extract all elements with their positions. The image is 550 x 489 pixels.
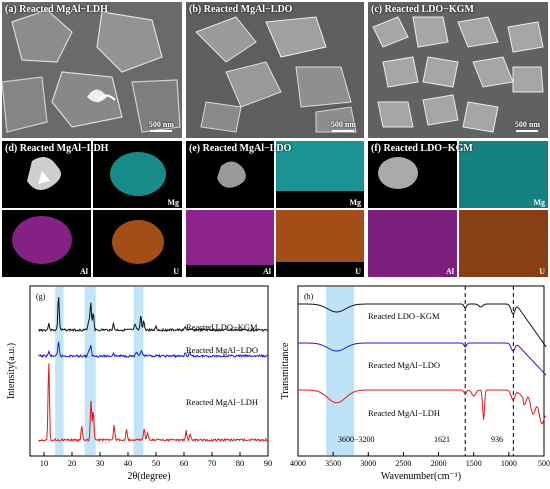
highlight-band bbox=[55, 287, 64, 455]
panel-label: (d) Reacted MgAl−LDH bbox=[5, 143, 109, 154]
sem-image-a: (a) Reacted MgAl−LDH 500 nm bbox=[2, 2, 182, 138]
x-tick-label: 90 bbox=[264, 458, 273, 468]
eds-map-al: Al bbox=[186, 210, 274, 277]
panel-label: (b) Reacted MgAl−LDO bbox=[189, 4, 293, 15]
eds-sem-image bbox=[2, 141, 91, 208]
x-axis-label: Wavenumber(cm⁻¹) bbox=[381, 471, 461, 482]
eds-map-mg: Mg bbox=[459, 141, 548, 208]
legend-ldo-kgm: Reacted LDO−KGM bbox=[186, 322, 258, 332]
y-axis-label: Intensity(a.u.) bbox=[6, 343, 17, 399]
eds-map-al: Al bbox=[368, 210, 457, 277]
eds-panel-d: Mg Al U (d) Reacted MgAl−LDH bbox=[2, 141, 182, 277]
eds-map-u: U bbox=[459, 210, 548, 277]
x-tick-label: 3500 bbox=[325, 459, 341, 468]
element-label: Mg bbox=[349, 198, 361, 207]
x-axis-ticks: 10 20 30 40 50 60 70 80 90 bbox=[40, 452, 273, 468]
eds-map-mg: Mg bbox=[276, 141, 364, 208]
x-tick-label: 2500 bbox=[395, 459, 411, 468]
x-tick-label: 20 bbox=[68, 458, 77, 468]
x-tick-label: 50 bbox=[152, 458, 161, 468]
sem-texture-a bbox=[2, 2, 182, 138]
scale-bar: 500 nm bbox=[331, 120, 356, 132]
legend-ldo-kgm: Reacted LDO−KGM bbox=[368, 311, 440, 321]
legend-mgal-ldh: Reacted MgAl−LDH bbox=[186, 397, 258, 407]
element-label: Mg bbox=[167, 198, 179, 207]
ftir-series bbox=[298, 303, 547, 425]
annotation-band: 3600−3200 bbox=[338, 435, 375, 444]
eds-sem-image bbox=[186, 141, 274, 208]
ftir-chart: 4000 3500 3000 2500 2000 1500 1000 500 (h) Reac… bbox=[280, 285, 550, 482]
x-tick-label: 4000 bbox=[290, 459, 306, 468]
scale-text: 500 nm bbox=[330, 120, 356, 129]
annotation-1621: 1621 bbox=[434, 435, 450, 444]
x-tick-label: 1000 bbox=[501, 459, 517, 468]
scale-bar: 500 nm bbox=[149, 120, 174, 132]
scale-bar: 500 nm bbox=[515, 120, 540, 132]
panel-label: (c) Reacted LDO−KGM bbox=[371, 4, 474, 15]
ftir-line-1 bbox=[298, 342, 547, 376]
element-label: U bbox=[355, 267, 361, 276]
highlight-band-rect bbox=[326, 287, 355, 455]
sem-image-c: (c) Reacted LDO−KGM 500 nm bbox=[368, 2, 548, 138]
x-tick-label: 500 bbox=[538, 459, 550, 468]
x-tick-label: 80 bbox=[236, 458, 245, 468]
x-tick-label: 40 bbox=[124, 458, 133, 468]
highlight-band bbox=[133, 287, 144, 455]
scale-text: 500 nm bbox=[514, 120, 540, 129]
x-tick-label: 2000 bbox=[431, 459, 447, 468]
eds-map-mg: Mg bbox=[93, 141, 182, 208]
sem-texture-c bbox=[368, 2, 548, 138]
element-label: Al bbox=[263, 267, 271, 276]
x-tick-label: 3000 bbox=[360, 459, 376, 468]
xrd-line-0 bbox=[38, 297, 269, 333]
element-label: U bbox=[539, 267, 545, 276]
panel-label: (e) Reacted MgAl−LDO bbox=[189, 143, 292, 154]
xrd-line-2 bbox=[38, 363, 269, 443]
element-label: Mg bbox=[533, 198, 545, 207]
eds-panel-e: Mg Al U (e) Reacted MgAl−LDO bbox=[186, 141, 364, 277]
highlight-band bbox=[84, 287, 96, 455]
x-axis-ticks: 4000 3500 3000 2500 2000 1500 1000 500 bbox=[290, 452, 550, 468]
y-axis-label: Transmittance bbox=[280, 342, 291, 399]
scale-text: 500 nm bbox=[148, 120, 174, 129]
eds-map-al: Al bbox=[2, 210, 91, 277]
ftir-line-0 bbox=[298, 303, 547, 348]
ftir-line-2 bbox=[298, 389, 547, 425]
eds-map-u: U bbox=[276, 210, 364, 277]
legend-mgal-ldo: Reacted MgAl−LDO bbox=[368, 360, 440, 370]
x-tick-label: 1500 bbox=[466, 459, 482, 468]
panel-label: (g) bbox=[36, 292, 46, 301]
x-tick-label: 30 bbox=[96, 458, 105, 468]
x-tick-label: 10 bbox=[40, 458, 49, 468]
x-axis-label: 2θ(degree) bbox=[127, 471, 170, 482]
sem-texture-b bbox=[186, 2, 364, 138]
annotation-936: 936 bbox=[491, 435, 503, 444]
highlight-bands bbox=[55, 287, 144, 455]
x-tick-label: 60 bbox=[180, 458, 189, 468]
panel-label: (a) Reacted MgAl−LDH bbox=[5, 4, 108, 15]
legend-mgal-ldo: Reacted MgAl−LDO bbox=[186, 345, 258, 355]
xrd-chart: 10 20 30 40 50 60 70 80 90 (g) Reacted LDO−KGM R… bbox=[6, 285, 273, 482]
element-label: Al bbox=[80, 267, 88, 276]
element-label: U bbox=[173, 267, 179, 276]
panel-label: (h) bbox=[304, 292, 314, 301]
highlight-band bbox=[326, 287, 355, 455]
xrd-series bbox=[38, 297, 269, 443]
xrd-line-1 bbox=[38, 341, 269, 359]
plot-frame bbox=[29, 285, 269, 457]
eds-map-u: U bbox=[93, 210, 182, 277]
element-label: Al bbox=[446, 267, 454, 276]
sem-image-b: (b) Reacted MgAl−LDO 500 nm bbox=[186, 2, 364, 138]
x-tick-label: 70 bbox=[208, 458, 217, 468]
legend-mgal-ldh: Reacted MgAl−LDH bbox=[368, 408, 440, 418]
eds-sem-image bbox=[368, 141, 457, 208]
eds-panel-f: Mg Al U (f) Reacted LDO−KGM bbox=[368, 141, 548, 277]
panel-label: (f) Reacted LDO−KGM bbox=[371, 143, 473, 154]
